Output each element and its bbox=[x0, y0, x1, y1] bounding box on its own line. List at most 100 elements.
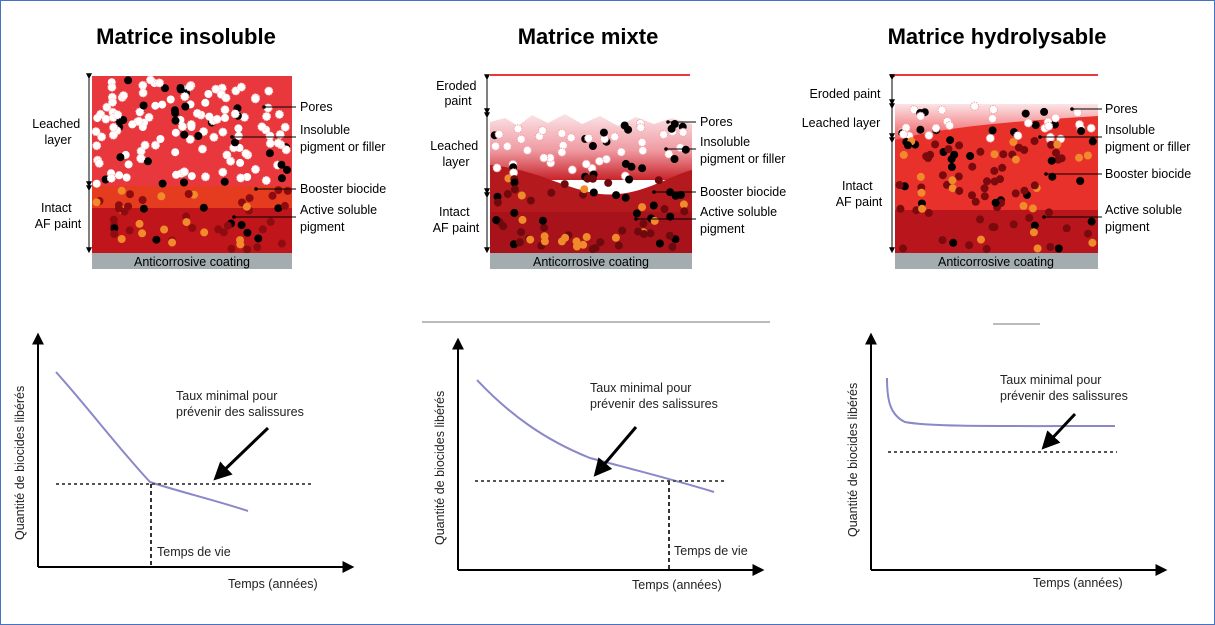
particle bbox=[1011, 189, 1020, 198]
particle bbox=[944, 145, 953, 154]
particle bbox=[263, 103, 273, 113]
particle bbox=[991, 198, 1000, 207]
particle bbox=[589, 188, 598, 197]
particle bbox=[899, 244, 907, 253]
callout-pores: Pores bbox=[1105, 102, 1138, 116]
particle bbox=[182, 212, 191, 221]
particle bbox=[976, 215, 985, 224]
particle bbox=[1025, 213, 1034, 222]
y-axis-label: Quantité de biocides libérés bbox=[13, 386, 27, 540]
particle bbox=[966, 152, 975, 160]
callouts: Pores Insoluble pigment or filler Booste… bbox=[1038, 102, 1191, 234]
particle bbox=[517, 228, 526, 237]
particle bbox=[139, 101, 148, 110]
particle bbox=[265, 139, 275, 148]
particle bbox=[92, 198, 101, 207]
particle bbox=[236, 173, 246, 183]
particle bbox=[180, 130, 189, 139]
particle bbox=[234, 124, 243, 133]
particle bbox=[950, 150, 959, 159]
particle bbox=[161, 84, 169, 93]
particle bbox=[632, 209, 641, 218]
annotation-arrow bbox=[1041, 412, 1077, 450]
particle bbox=[1047, 140, 1056, 149]
particle bbox=[599, 128, 608, 137]
particle bbox=[660, 205, 669, 213]
particle bbox=[124, 76, 133, 85]
particle bbox=[185, 134, 195, 144]
particle bbox=[649, 201, 658, 210]
particle bbox=[916, 111, 926, 121]
particle bbox=[968, 191, 976, 200]
particle bbox=[160, 225, 169, 234]
particle bbox=[982, 244, 991, 253]
particle bbox=[194, 132, 203, 140]
particle bbox=[1045, 208, 1053, 217]
particle bbox=[1030, 181, 1039, 190]
particle bbox=[1011, 155, 1020, 164]
particle bbox=[1023, 118, 1033, 128]
particle bbox=[561, 233, 570, 242]
particle bbox=[243, 245, 252, 253]
leached-label: Leached layer bbox=[430, 139, 481, 169]
particle bbox=[1057, 154, 1066, 163]
particle bbox=[594, 156, 604, 166]
particle bbox=[604, 178, 613, 187]
particle bbox=[115, 204, 123, 213]
particle bbox=[560, 180, 569, 189]
particle bbox=[188, 224, 197, 232]
particle bbox=[155, 78, 164, 88]
particle bbox=[990, 166, 999, 175]
particle bbox=[143, 157, 152, 166]
particle bbox=[988, 126, 997, 135]
particle bbox=[218, 127, 228, 137]
particle bbox=[151, 140, 160, 150]
callout-pigment-filler: pigment or filler bbox=[700, 152, 785, 166]
particle bbox=[492, 216, 501, 224]
particle bbox=[1052, 148, 1060, 157]
intact-label: Intact AF paint bbox=[433, 205, 480, 235]
particle bbox=[938, 171, 947, 180]
particle bbox=[265, 149, 274, 158]
particle bbox=[517, 191, 526, 200]
particle bbox=[903, 141, 912, 150]
particle bbox=[616, 147, 626, 157]
callout-insoluble: Insoluble bbox=[700, 135, 750, 149]
particle bbox=[187, 123, 196, 131]
release-graph-mixte: Quantité de biocides libérés Temps (anné… bbox=[422, 321, 770, 592]
particle bbox=[1009, 138, 1018, 146]
particle bbox=[1046, 242, 1055, 251]
particle bbox=[243, 228, 252, 237]
anticorrosive-coating bbox=[92, 253, 292, 269]
particle bbox=[1083, 151, 1092, 160]
particle bbox=[588, 142, 597, 150]
particle bbox=[1013, 131, 1023, 141]
particle bbox=[621, 193, 630, 202]
particle bbox=[214, 225, 223, 234]
particle bbox=[258, 225, 267, 234]
particle bbox=[277, 239, 286, 248]
title-mixte: Matrice mixte bbox=[518, 24, 659, 49]
particle bbox=[223, 221, 232, 230]
callout-active: Active soluble bbox=[1105, 203, 1182, 217]
particle bbox=[181, 102, 190, 111]
particle bbox=[946, 136, 955, 145]
particle bbox=[896, 204, 905, 213]
annotation: Taux minimal pour prévenir des salissure… bbox=[176, 389, 304, 419]
particle bbox=[655, 239, 664, 248]
particle bbox=[198, 144, 207, 154]
particle bbox=[115, 171, 124, 180]
particle bbox=[572, 242, 581, 251]
particle bbox=[274, 186, 283, 195]
particle bbox=[1077, 127, 1086, 135]
particle bbox=[620, 121, 629, 130]
particle bbox=[601, 154, 611, 164]
particle bbox=[231, 138, 239, 147]
coating-label: Anticorrosive coating bbox=[938, 255, 1054, 269]
particle bbox=[125, 226, 134, 235]
particle bbox=[262, 112, 272, 121]
particle bbox=[117, 235, 126, 243]
particle bbox=[980, 184, 989, 193]
particle bbox=[1075, 153, 1083, 162]
particle bbox=[980, 192, 989, 201]
